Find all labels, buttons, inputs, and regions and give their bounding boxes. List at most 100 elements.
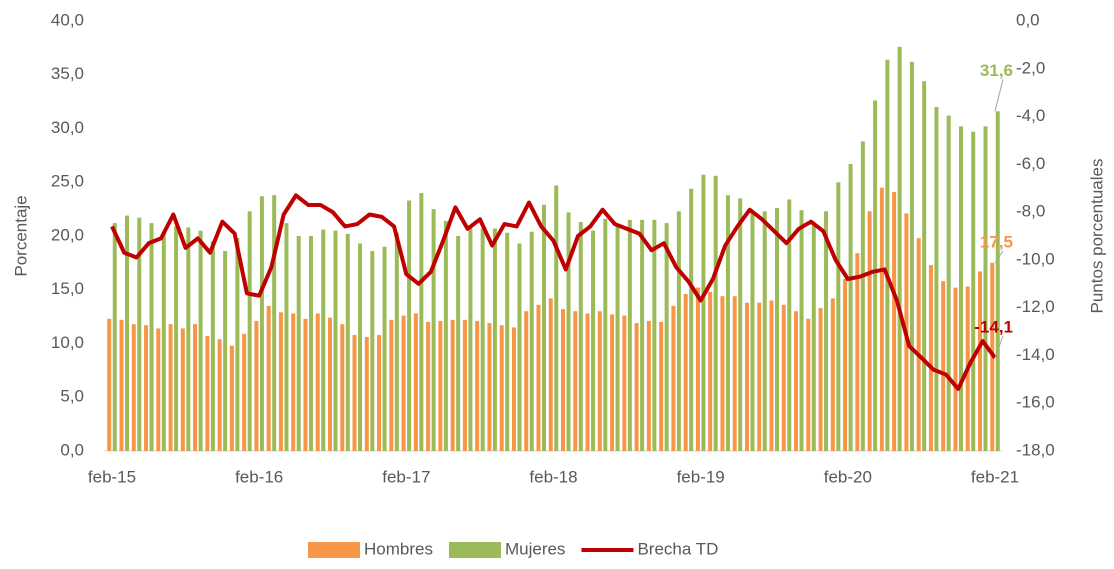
bar	[443, 220, 448, 451]
bar	[377, 334, 382, 451]
bar	[659, 322, 664, 451]
bar	[475, 320, 480, 451]
bar	[321, 229, 326, 451]
bar	[713, 175, 718, 452]
bar	[296, 236, 301, 451]
bar	[340, 324, 345, 451]
legend-label: Brecha TD	[637, 539, 718, 558]
y-tick-label: 35,0	[51, 64, 84, 83]
bar	[597, 311, 602, 451]
bar	[426, 322, 431, 451]
bar	[272, 195, 277, 451]
bar	[419, 193, 424, 451]
y-tick-label: 0,0	[60, 440, 84, 459]
bar	[720, 296, 725, 451]
bar	[229, 345, 234, 451]
legend-label: Mujeres	[505, 539, 565, 558]
bar	[198, 230, 203, 451]
bar	[941, 281, 946, 451]
y-tick-label: 25,0	[51, 172, 84, 191]
bar	[646, 320, 651, 451]
bar	[701, 174, 706, 451]
legend-swatch	[448, 542, 501, 558]
bar	[830, 298, 835, 451]
legend-swatch	[308, 542, 360, 558]
y2-tick-label: -10,0	[1016, 249, 1055, 268]
bar	[695, 287, 700, 451]
bar	[860, 141, 865, 451]
bar	[848, 163, 853, 451]
bar	[977, 271, 982, 451]
bar	[149, 223, 154, 451]
y-tick-label: 10,0	[51, 333, 84, 352]
bar	[328, 317, 332, 451]
bar	[885, 59, 890, 451]
bar	[536, 304, 541, 451]
bar	[358, 243, 363, 451]
bar	[517, 243, 522, 451]
bar	[627, 219, 632, 451]
bar	[983, 126, 988, 451]
legend-label: Hombres	[364, 539, 433, 558]
bar	[892, 191, 897, 452]
bar	[370, 251, 375, 451]
bar	[610, 314, 615, 451]
bar	[548, 298, 553, 451]
bar	[401, 315, 406, 451]
bar	[223, 251, 228, 451]
bar	[867, 211, 872, 451]
bar	[615, 225, 620, 451]
bar	[561, 309, 566, 451]
bar	[247, 211, 252, 451]
bar	[308, 236, 313, 451]
bar	[480, 228, 485, 451]
bar	[934, 107, 939, 451]
bar	[303, 318, 308, 451]
y2-axis-title: Puntos porcentuales	[1087, 159, 1106, 314]
bar	[180, 328, 185, 451]
bar	[652, 219, 657, 451]
bar	[193, 324, 198, 451]
bar	[505, 232, 510, 451]
bar	[971, 131, 976, 451]
bar	[413, 313, 418, 451]
bar	[254, 320, 259, 451]
bar	[389, 319, 394, 451]
bar	[119, 319, 124, 451]
bar	[161, 231, 166, 451]
bar	[591, 230, 596, 451]
data-label: 31,6	[980, 61, 1013, 80]
bar	[144, 325, 149, 451]
bar	[664, 223, 669, 451]
bar	[511, 327, 516, 451]
bar	[450, 319, 455, 451]
bar	[156, 328, 161, 451]
bar	[799, 210, 804, 451]
y2-tick-label: -2,0	[1016, 58, 1045, 77]
bar	[671, 305, 676, 451]
bar	[775, 208, 779, 451]
x-tick-label: feb-16	[235, 467, 283, 486]
bar	[137, 217, 142, 451]
bar	[125, 215, 130, 451]
bar	[603, 218, 608, 451]
y-tick-label: 40,0	[51, 10, 84, 29]
leader-line	[994, 335, 1004, 359]
bar	[364, 337, 369, 451]
bar	[259, 196, 264, 451]
bar	[836, 182, 841, 451]
bar	[708, 291, 713, 451]
bar	[818, 308, 823, 451]
bar	[738, 198, 743, 451]
bar	[922, 81, 927, 451]
bar	[174, 226, 179, 451]
bar	[186, 227, 191, 451]
x-tick-label: feb-17	[382, 467, 430, 486]
data-label: -14,1	[974, 317, 1013, 336]
bar	[732, 296, 737, 451]
y2-tick-label: -18,0	[1016, 440, 1055, 459]
bar	[769, 300, 774, 451]
leader-line	[994, 79, 1004, 112]
bar	[689, 188, 694, 451]
